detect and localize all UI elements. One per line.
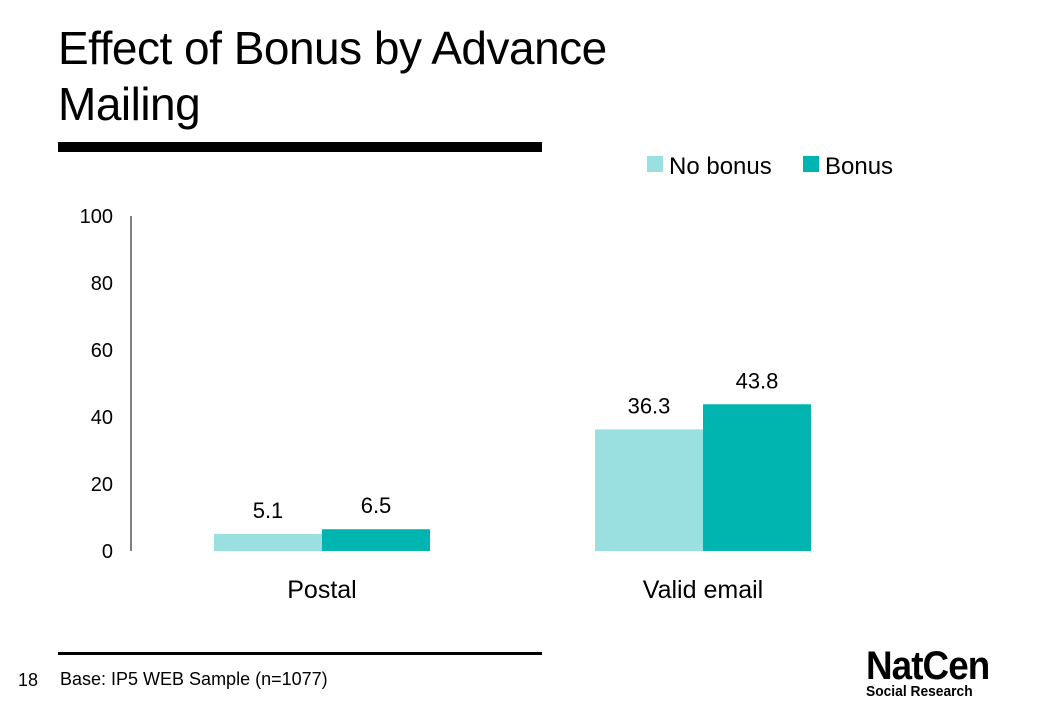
- natcen-logo: NatCen Social Research: [866, 646, 1000, 699]
- slide-title: Effect of Bonus by Advance Mailing: [58, 22, 607, 130]
- y-tick-label: 20: [91, 474, 113, 496]
- title-underline: [58, 142, 542, 152]
- data-label: 6.5: [361, 493, 392, 518]
- data-label: 5.1: [253, 498, 284, 523]
- bar: [214, 533, 322, 551]
- legend-swatch: [647, 156, 663, 172]
- logo-line-2: Social Research: [866, 683, 973, 700]
- bar: [595, 429, 703, 551]
- y-tick-label: 60: [91, 340, 113, 362]
- y-tick-label: 100: [80, 206, 113, 228]
- logo-line-1: NatCen: [866, 644, 990, 688]
- legend-label: Bonus: [825, 153, 893, 180]
- bar: [703, 404, 811, 551]
- y-tick-label: 40: [91, 407, 113, 429]
- legend-label: No bonus: [669, 153, 772, 180]
- y-tick-label: 0: [102, 541, 113, 563]
- footer-rule: [58, 652, 542, 655]
- bar: [322, 529, 430, 551]
- y-tick-label: 80: [91, 273, 113, 295]
- x-category-label: Valid email: [643, 576, 763, 604]
- footnote: Base: IP5 WEB Sample (n=1077): [60, 669, 328, 689]
- x-category-label: Postal: [287, 576, 356, 604]
- data-label: 43.8: [736, 368, 779, 393]
- slide-number: 18: [18, 670, 39, 690]
- data-label: 36.3: [628, 393, 671, 418]
- legend-swatch: [803, 156, 819, 172]
